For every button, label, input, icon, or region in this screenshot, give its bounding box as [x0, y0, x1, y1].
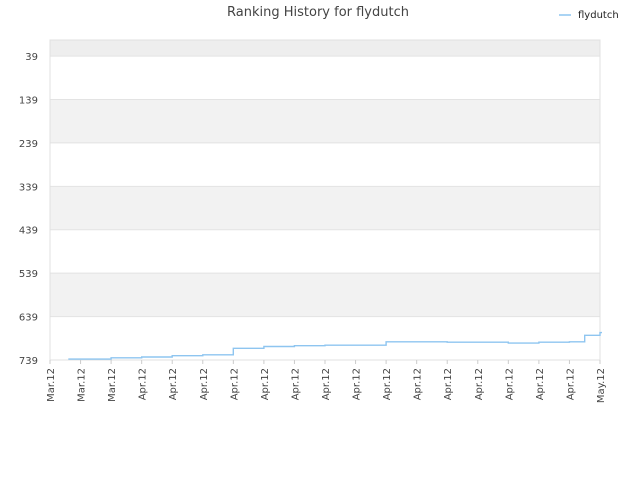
x-tick-label: Apr.12	[352, 368, 363, 400]
y-axis-ticks: 39 139 239 339 439 539 639 739	[19, 52, 38, 367]
plot-band	[50, 229, 600, 274]
plot-band	[50, 316, 600, 360]
x-tick-label: Apr.12	[229, 368, 240, 400]
plot-band	[50, 56, 600, 100]
y-tick-label: 639	[19, 313, 38, 324]
plot-band	[50, 186, 600, 230]
x-tick-label: Apr.12	[474, 368, 485, 400]
x-tick-label: Mar.12	[46, 368, 57, 402]
series-flydutch	[68, 331, 602, 360]
x-tick-label: Apr.12	[321, 368, 332, 400]
legend-label-flydutch: flydutch	[578, 10, 619, 21]
plot-band	[50, 142, 600, 187]
plot-band	[50, 273, 600, 317]
x-tick-label: Mar.12	[107, 368, 118, 402]
x-tick-label: Apr.12	[443, 368, 454, 400]
x-tick-label: Apr.12	[199, 368, 210, 400]
x-tick-label: Apr.12	[260, 368, 271, 400]
gridlines	[50, 55, 600, 361]
y-tick-label: 339	[19, 182, 38, 193]
x-tick-label: Apr.12	[382, 368, 393, 400]
y-tick-label: 139	[19, 95, 38, 106]
x-tick-label: Mar.12	[77, 368, 88, 402]
series-line-flydutch	[68, 331, 602, 360]
x-tick-label: Apr.12	[413, 368, 424, 400]
x-tick-label: Apr.12	[290, 368, 301, 400]
plot-band	[50, 99, 600, 143]
x-tick-label: Apr.12	[168, 368, 179, 400]
chart-title: Ranking History for flydutch	[227, 5, 409, 20]
x-tick-label: May.12	[596, 368, 607, 403]
x-tick-label: Apr.12	[138, 368, 149, 400]
y-tick-label: 239	[19, 139, 38, 150]
plot-background-bands	[50, 40, 600, 360]
x-tick-label: Apr.12	[535, 368, 546, 400]
legend: flydutch	[559, 10, 619, 21]
y-tick-label: 539	[19, 269, 38, 280]
plot-band	[50, 40, 600, 57]
x-tick-label: Apr.12	[565, 368, 576, 400]
y-tick-label: 439	[19, 226, 38, 237]
y-tick-label: 39	[25, 52, 38, 63]
x-tick-label: Apr.12	[504, 368, 515, 400]
x-axis-ticks: Mar.12 Mar.12 Mar.12 Apr.12 Apr.12 Apr.12 Apr.…	[46, 360, 607, 403]
y-tick-label: 739	[19, 356, 38, 367]
